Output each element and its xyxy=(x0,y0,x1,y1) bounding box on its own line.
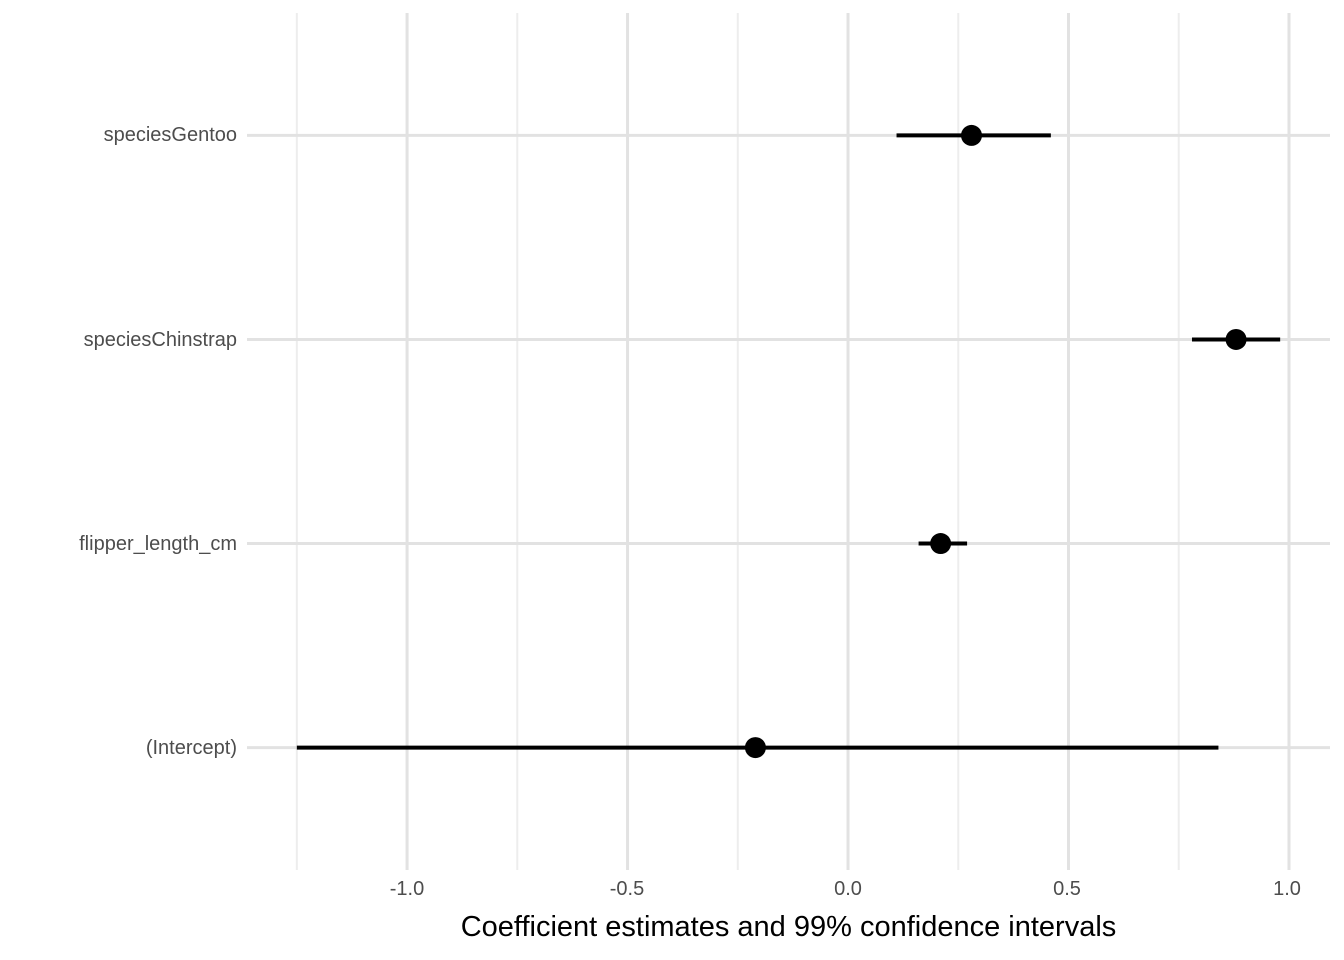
x-axis-title: Coefficient estimates and 99% confidence… xyxy=(460,911,1117,943)
point-estimate xyxy=(930,533,952,555)
y-axis-label-speciesGentoo: speciesGentoo xyxy=(103,124,237,146)
y-axis-label-intercept: (Intercept) xyxy=(145,737,237,759)
y-axis-label-flipper-length: flipper_length_cm xyxy=(79,533,237,555)
point-estimate xyxy=(1225,328,1247,350)
point-estimate xyxy=(744,737,766,759)
y-axis-label-speciesChinstrap: speciesChinstrap xyxy=(83,329,237,351)
x-tick-label: -0.5 xyxy=(609,878,645,900)
point-estimate xyxy=(960,124,982,146)
x-tick-label: 1.0 xyxy=(1273,878,1301,900)
x-tick-label: -1.0 xyxy=(389,878,425,900)
x-tick-label: 0.5 xyxy=(1053,878,1081,900)
x-tick-label: 0.0 xyxy=(834,878,862,900)
